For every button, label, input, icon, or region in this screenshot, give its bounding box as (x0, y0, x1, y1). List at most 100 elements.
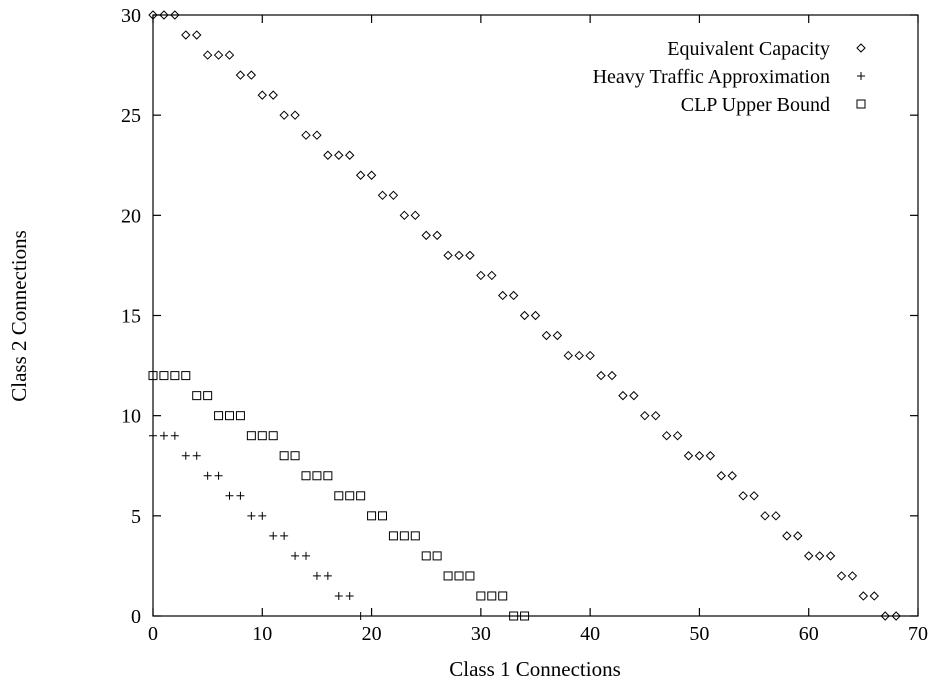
diamond-point (716, 471, 726, 481)
diamond-point (793, 531, 803, 541)
diamond-point (257, 90, 267, 100)
y-axis-label: Class 2 Connections (7, 230, 31, 402)
diamond-point (410, 210, 420, 221)
diamond-point (148, 10, 158, 20)
x-tick-label: 30 (471, 623, 491, 645)
square-point (399, 531, 409, 541)
diamond-point (279, 110, 289, 120)
plus-point (312, 571, 321, 580)
square-point (290, 451, 300, 461)
y-tick-label: 15 (121, 306, 141, 328)
legend-label: Equivalent Capacity (667, 38, 830, 60)
diamond-point (399, 210, 410, 221)
plus-point (149, 431, 157, 440)
diamond-point (323, 150, 333, 160)
diamond-point (782, 531, 792, 541)
square-point (520, 611, 530, 621)
diamond-point (727, 471, 737, 481)
square-point (257, 431, 267, 441)
diamond-point (246, 70, 257, 80)
x-tick-label: 40 (580, 623, 600, 645)
plus-point (269, 531, 278, 540)
diamond-point (640, 410, 650, 421)
diamond-point (541, 330, 552, 341)
plus-point (225, 491, 234, 500)
diamond-point (508, 290, 519, 301)
diamond-point (224, 50, 235, 60)
tick-labels: 0 10 20 30 40 50 60 70 0 5 10 15 20 25 30 (121, 5, 928, 645)
square-point (487, 591, 497, 601)
diamond-point (498, 290, 508, 301)
legend-label: CLP Upper Bound (681, 94, 830, 116)
diamond-point (804, 551, 814, 561)
square-point (170, 371, 180, 381)
axis-ticks (152, 14, 919, 617)
diamond-point (661, 430, 672, 441)
diamond-point (465, 250, 475, 261)
plus-point (334, 591, 343, 600)
square-point (421, 551, 431, 561)
diamond-point (421, 230, 431, 241)
square-point (509, 611, 519, 621)
plus-point (247, 511, 256, 520)
diamond-point (192, 30, 202, 40)
diamond-point (814, 551, 825, 561)
diamond-point (596, 370, 606, 381)
diamond-point (891, 611, 901, 621)
diamond-point (607, 370, 617, 381)
diamond-point (672, 430, 683, 441)
x-tick-label: 60 (799, 623, 819, 645)
square-point (312, 471, 322, 481)
diamond-point (355, 170, 366, 180)
diamond-point (345, 150, 355, 160)
plus-point (280, 531, 289, 540)
plus-point (170, 431, 179, 440)
diamond-point (268, 90, 278, 100)
plus-point (302, 551, 310, 560)
x-tick-label: 20 (362, 623, 382, 645)
diamond-point (170, 10, 180, 20)
diamond-point (301, 130, 311, 140)
square-point (378, 511, 387, 521)
diamond-point (476, 270, 486, 281)
square-point (279, 451, 289, 461)
diamond-point (825, 551, 836, 561)
diamond-point (552, 330, 563, 341)
diamond-point (519, 310, 530, 321)
legend-plus-icon (857, 72, 865, 80)
plus-point (345, 591, 354, 600)
diamond-point (858, 591, 869, 601)
diamond-point (760, 511, 770, 521)
square-point (181, 371, 191, 381)
diamond-point (836, 571, 847, 581)
plus-point (236, 491, 245, 500)
diamond-point (530, 310, 541, 321)
y-tick-label: 5 (131, 506, 141, 528)
diamond-point (213, 50, 224, 60)
diamond-point (771, 511, 781, 521)
square-point (148, 371, 158, 381)
square-point (410, 531, 420, 541)
y-tick-label: 30 (121, 5, 141, 27)
x-tick-label: 70 (908, 623, 928, 645)
plus-point (192, 451, 201, 460)
diamond-point (181, 30, 191, 40)
diamond-point (454, 250, 464, 261)
diamond-point (618, 390, 628, 401)
square-point (214, 411, 224, 421)
square-point (268, 431, 278, 441)
square-point (367, 511, 377, 521)
plus-point (258, 511, 267, 520)
diamond-point (738, 491, 748, 501)
diamond-point (334, 150, 344, 160)
y-tick-label: 0 (131, 606, 141, 628)
diamond-point (629, 390, 639, 401)
diamond-point (651, 410, 661, 421)
diamond-point (312, 130, 322, 140)
diamond-point (377, 190, 388, 201)
diamond-point (705, 451, 716, 461)
diamond-point (159, 10, 169, 20)
square-point (159, 371, 169, 381)
data-markers (148, 10, 901, 621)
square-point (203, 391, 213, 401)
